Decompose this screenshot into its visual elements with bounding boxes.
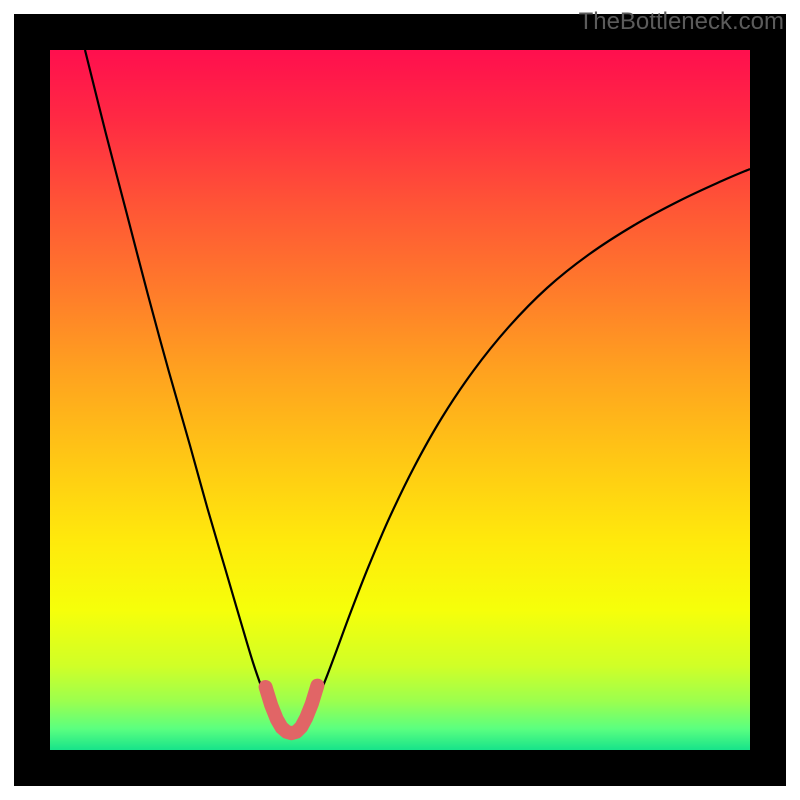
watermark-text: TheBottleneck.com [579,8,784,36]
bottleneck-curve-chart [50,50,750,750]
optimal-zone-overlay [266,686,318,734]
bottleneck-curve [85,50,750,735]
plot-area [50,50,750,750]
